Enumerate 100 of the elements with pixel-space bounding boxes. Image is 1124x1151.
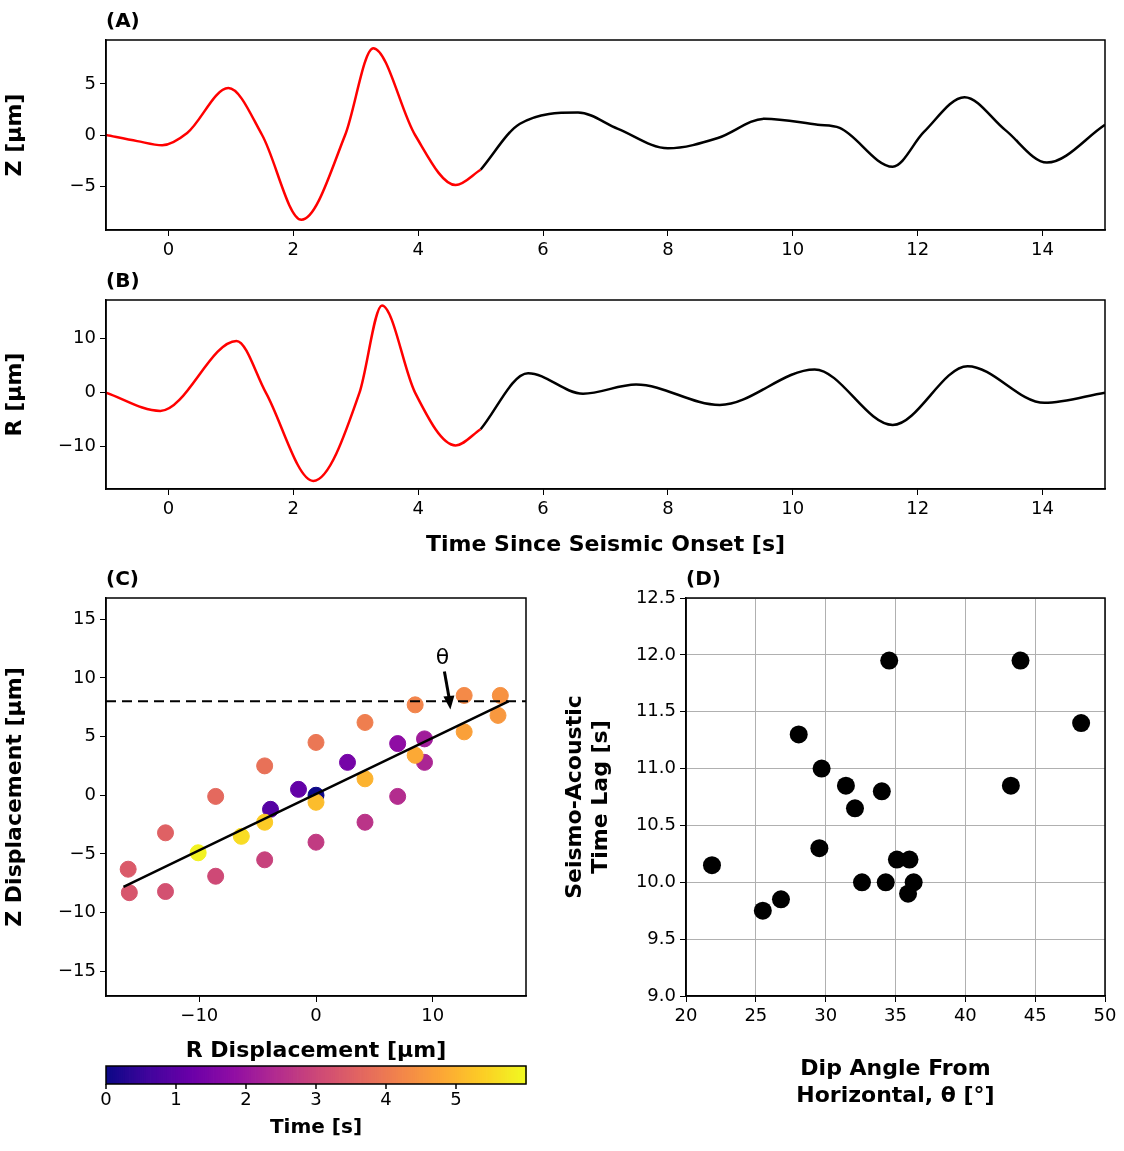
- y-tick-label: 0: [84, 782, 96, 804]
- color-bar-label: 0: [100, 1087, 112, 1109]
- point: [356, 770, 374, 788]
- point: [880, 651, 899, 670]
- line-series: [106, 304, 482, 483]
- point: [307, 833, 325, 851]
- point: [157, 824, 174, 842]
- y-tick-label: 15: [73, 606, 96, 628]
- x-axis-title: Dip Angle From Horizontal, θ [°]: [796, 1055, 995, 1107]
- chart-title: (C): [106, 566, 139, 591]
- point: [753, 901, 772, 920]
- color-bar-label: 4: [380, 1087, 392, 1109]
- x-tick-label: −10: [180, 1004, 219, 1026]
- chart-title: (A): [106, 8, 140, 33]
- color-bar-label: 1: [170, 1087, 182, 1109]
- y-tick-label: 9.5: [647, 926, 676, 948]
- y-tick-label: 10: [73, 665, 96, 687]
- point: [812, 759, 831, 778]
- point: [307, 733, 325, 751]
- x-tick-label: 8: [662, 238, 674, 260]
- x-axis-title: Time Since Seismic Onset [s]: [425, 530, 786, 556]
- x-tick-label: 30: [814, 1004, 838, 1026]
- color-bar-label: 2: [240, 1087, 252, 1109]
- point: [810, 839, 829, 858]
- point: [771, 890, 790, 909]
- y-tick-label: 10.5: [635, 813, 676, 835]
- x-tick-label: 0: [162, 238, 175, 260]
- y-tick-label: 10.0: [635, 869, 676, 891]
- point: [491, 686, 509, 704]
- x-tick-label: 12: [906, 497, 930, 519]
- color-bar-label: 5: [450, 1087, 462, 1109]
- x-tick-label: 0: [162, 497, 175, 519]
- x-tick-label: 40: [953, 1004, 977, 1026]
- y-tick-label: −5: [69, 841, 96, 863]
- x-tick-label: 25: [744, 1004, 768, 1026]
- y-tick-label: 11.5: [635, 699, 676, 721]
- point: [1072, 714, 1091, 733]
- y-tick-label: −5: [69, 173, 96, 195]
- y-tick-label: 11.0: [635, 756, 676, 778]
- y-tick-label: −10: [58, 434, 96, 456]
- point: [852, 873, 871, 892]
- point: [356, 713, 374, 731]
- x-tick-label: 14: [1031, 238, 1055, 260]
- point: [157, 883, 174, 901]
- x-axis-title: R Displacement [μm]: [185, 1036, 447, 1062]
- chart-title: (B): [106, 268, 140, 293]
- x-tick-label: 4: [412, 497, 424, 519]
- x-tick-label: 14: [1031, 497, 1055, 519]
- x-tick-label: 35: [884, 1004, 907, 1026]
- y-axis-title: Z Displacement [μm]: [0, 667, 26, 927]
- x-tick-label: 0: [310, 1004, 322, 1026]
- x-tick-label: 20: [674, 1004, 698, 1026]
- y-tick-label: 5: [84, 71, 96, 93]
- y-tick-label: 0: [84, 122, 96, 144]
- point: [876, 873, 895, 892]
- point: [872, 782, 891, 801]
- point: [899, 884, 918, 903]
- x-tick-label: 10: [421, 1004, 445, 1026]
- point: [789, 725, 808, 744]
- point: [702, 856, 721, 875]
- color-bar-label: 3: [310, 1087, 322, 1109]
- x-tick-label: 12: [906, 238, 930, 260]
- color-bar-title: Time [s]: [269, 1114, 363, 1139]
- y-tick-label: 5: [84, 724, 96, 746]
- x-tick-label: 10: [781, 497, 805, 519]
- point: [1011, 651, 1030, 670]
- point: [256, 757, 274, 775]
- y-axis-title: R [μm]: [0, 352, 26, 437]
- point: [339, 753, 356, 771]
- point: [406, 746, 424, 764]
- point: [406, 696, 424, 714]
- x-tick-label: 45: [1023, 1004, 1047, 1026]
- point: [120, 884, 138, 902]
- y-tick-label: −15: [58, 959, 96, 981]
- x-tick-label: 10: [781, 238, 805, 260]
- point: [119, 860, 137, 878]
- point: [489, 706, 507, 724]
- y-tick-label: −10: [58, 900, 96, 922]
- x-tick-label: 2: [287, 238, 300, 260]
- y-tick-label: 10: [73, 326, 96, 348]
- y-axis-title: Z [μm]: [0, 93, 26, 177]
- point: [455, 686, 473, 704]
- x-tick-label: 6: [537, 497, 549, 519]
- y-tick-label: 9.0: [647, 983, 676, 1005]
- y-tick-label: 12.0: [635, 642, 676, 664]
- point: [846, 799, 864, 818]
- point: [207, 787, 225, 805]
- x-tick-label: 50: [1093, 1004, 1117, 1026]
- point: [356, 813, 374, 831]
- annotation: θ: [435, 644, 450, 670]
- line-series: [106, 46, 482, 222]
- point: [307, 793, 325, 811]
- chart-title: (D): [686, 566, 721, 591]
- y-axis-title: Seismo-Acoustic Time Lag [s]: [560, 695, 613, 899]
- point: [207, 867, 225, 885]
- y-tick-label: 12.5: [635, 585, 676, 607]
- point: [836, 776, 855, 795]
- point: [455, 723, 473, 741]
- point: [290, 780, 307, 798]
- point: [389, 735, 407, 753]
